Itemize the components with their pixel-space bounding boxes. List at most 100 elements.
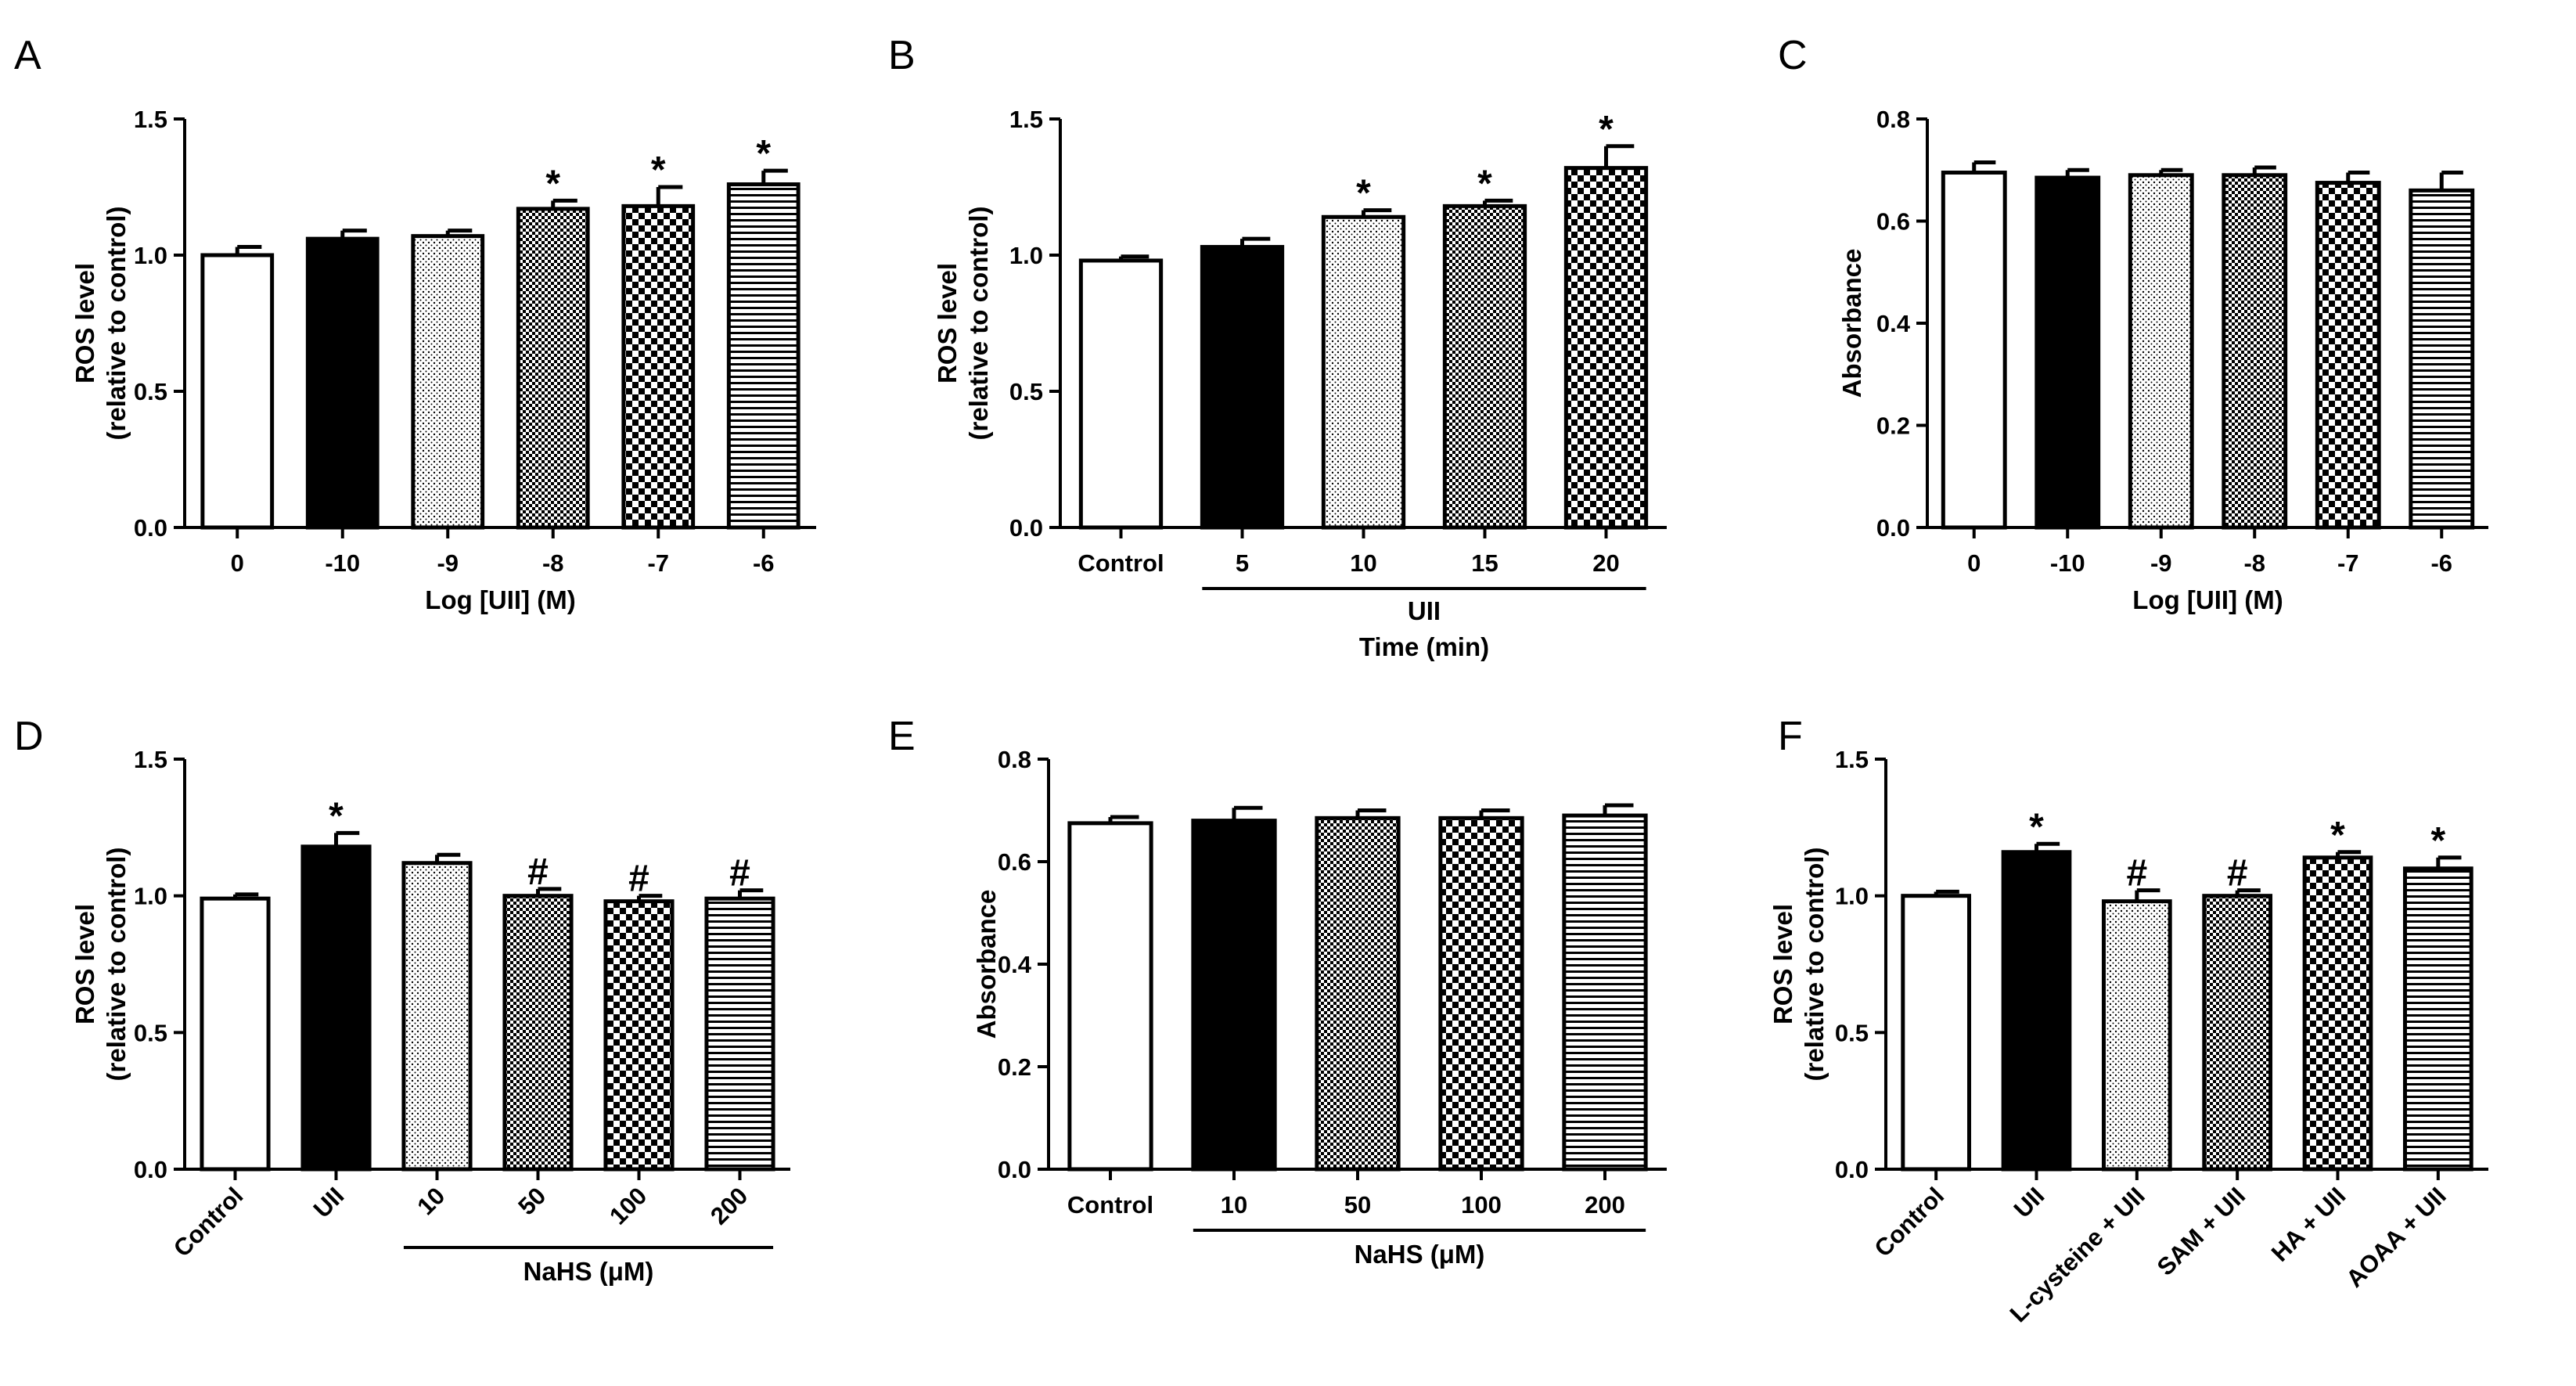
significance-marker: * bbox=[1599, 109, 1614, 150]
x-tick-label: -8 bbox=[542, 549, 564, 577]
panel-label: E bbox=[888, 714, 916, 759]
y-axis-title: ROS level(relative to control) bbox=[70, 207, 131, 441]
x-tick-label: 20 bbox=[1592, 549, 1619, 577]
y-axis-title-line: ROS level bbox=[70, 263, 99, 383]
x-tick-label: -9 bbox=[437, 549, 459, 577]
bar bbox=[300, 844, 372, 1172]
y-tick-label: 1.0 bbox=[134, 242, 167, 269]
bar bbox=[2222, 173, 2288, 530]
significance-marker: * bbox=[651, 149, 666, 191]
panel-label: B bbox=[888, 33, 916, 78]
y-axis-title-line: (relative to control) bbox=[964, 207, 993, 441]
y-tick-label: 0.2 bbox=[998, 1053, 1031, 1081]
y-axis-title: Absorbance bbox=[972, 890, 1001, 1039]
panel-b: B 0.0 0.5 1.0 1.5 ROS level(relative to contr… bbox=[888, 33, 1667, 661]
x-tick-label: 10 bbox=[412, 1182, 450, 1220]
x-tick-label: 200 bbox=[1585, 1191, 1625, 1219]
bar bbox=[401, 861, 473, 1172]
bar bbox=[2409, 188, 2475, 530]
bar bbox=[1321, 214, 1406, 530]
significance-marker: # bbox=[729, 853, 750, 895]
y-tick-label: 1.5 bbox=[134, 106, 167, 133]
y-tick-label: 0.8 bbox=[1876, 106, 1910, 133]
x-tick-label: 15 bbox=[1471, 549, 1498, 577]
x-tick-label: 5 bbox=[1236, 549, 1249, 577]
bar bbox=[1941, 171, 2007, 530]
y-tick-label: 1.5 bbox=[134, 746, 167, 773]
bar bbox=[2202, 894, 2273, 1172]
significance-marker: * bbox=[2029, 806, 2044, 848]
x-axis-title: NaHS (μM) bbox=[523, 1257, 654, 1286]
significance-marker: # bbox=[2126, 853, 2147, 895]
y-axis-title: Absorbance bbox=[1837, 249, 1866, 398]
bar bbox=[1067, 821, 1153, 1172]
panel-label: D bbox=[14, 714, 44, 759]
y-tick-label: 1.5 bbox=[1009, 106, 1043, 133]
significance-marker: # bbox=[628, 859, 649, 900]
x-tick-label: UII bbox=[2009, 1182, 2050, 1223]
bar bbox=[2035, 175, 2101, 530]
bar bbox=[1200, 245, 1285, 530]
y-tick-label: 1.0 bbox=[1009, 242, 1043, 269]
x-tick-label: -8 bbox=[2243, 549, 2265, 577]
bar bbox=[2001, 850, 2072, 1172]
y-tick-label: 1.0 bbox=[1835, 883, 1869, 910]
x-tick-label: 0 bbox=[1967, 549, 1981, 577]
y-tick-label: 0.4 bbox=[998, 951, 1032, 978]
bar bbox=[1901, 894, 1972, 1172]
y-tick-label: 0.8 bbox=[998, 746, 1031, 773]
bar bbox=[704, 896, 775, 1172]
x-tick-label: -7 bbox=[2337, 549, 2359, 577]
y-tick-label: 0.0 bbox=[1876, 514, 1910, 542]
significance-marker: * bbox=[329, 795, 344, 837]
x-tick-label: 200 bbox=[705, 1182, 753, 1229]
significance-marker: * bbox=[2330, 815, 2345, 856]
x-tick-label: -9 bbox=[2150, 549, 2172, 577]
y-tick-label: 0.2 bbox=[1876, 412, 1910, 440]
x-tick-label: -10 bbox=[325, 549, 360, 577]
significance-marker: * bbox=[545, 163, 560, 204]
y-axis-title-line: (relative to control) bbox=[1800, 848, 1829, 1082]
y-axis-title-line: ROS level bbox=[1768, 904, 1797, 1024]
bar bbox=[2402, 866, 2473, 1172]
bar bbox=[1563, 166, 1649, 530]
bar bbox=[516, 207, 590, 530]
x-tick-label: AOAA + UII bbox=[2340, 1182, 2451, 1292]
bar bbox=[1442, 203, 1527, 530]
bar bbox=[411, 234, 485, 530]
bar bbox=[1438, 815, 1524, 1172]
bar bbox=[603, 899, 675, 1172]
bar bbox=[2128, 173, 2194, 530]
x-tick-label: 50 bbox=[1344, 1191, 1371, 1219]
bar bbox=[2315, 181, 2381, 530]
bar bbox=[305, 236, 380, 530]
bar bbox=[2302, 855, 2373, 1172]
bar bbox=[621, 203, 696, 530]
significance-marker: # bbox=[2227, 853, 2248, 895]
group-label: UII bbox=[1408, 596, 1441, 625]
significance-marker: * bbox=[1477, 163, 1492, 204]
bar bbox=[2101, 899, 2172, 1172]
bar bbox=[1562, 813, 1648, 1172]
significance-marker: * bbox=[2430, 820, 2445, 862]
x-tick-label: 50 bbox=[513, 1182, 551, 1220]
x-tick-label: -10 bbox=[2050, 549, 2085, 577]
y-tick-label: 0.5 bbox=[1835, 1019, 1869, 1046]
x-tick-label: Control bbox=[1067, 1191, 1153, 1219]
x-tick-label: Control bbox=[168, 1182, 249, 1262]
panel-d: D 0.0 0.5 1.0 1.5 ROS level(relative to contr… bbox=[14, 714, 790, 1286]
y-tick-label: 0.4 bbox=[1876, 310, 1911, 337]
y-tick-label: 0.0 bbox=[1009, 514, 1043, 542]
x-axis-title: Log [UII] (M) bbox=[425, 585, 575, 614]
significance-marker: * bbox=[756, 133, 771, 175]
x-tick-label: -7 bbox=[647, 549, 669, 577]
y-tick-label: 0.6 bbox=[1876, 208, 1910, 236]
y-tick-label: 0.5 bbox=[1009, 378, 1043, 405]
x-tick-label: 0 bbox=[231, 549, 244, 577]
x-axis-title: Log [UII] (M) bbox=[2132, 585, 2283, 614]
y-axis-title: ROS level(relative to control) bbox=[1768, 848, 1829, 1082]
bar bbox=[1078, 258, 1164, 530]
y-tick-label: 0.0 bbox=[134, 1156, 167, 1183]
